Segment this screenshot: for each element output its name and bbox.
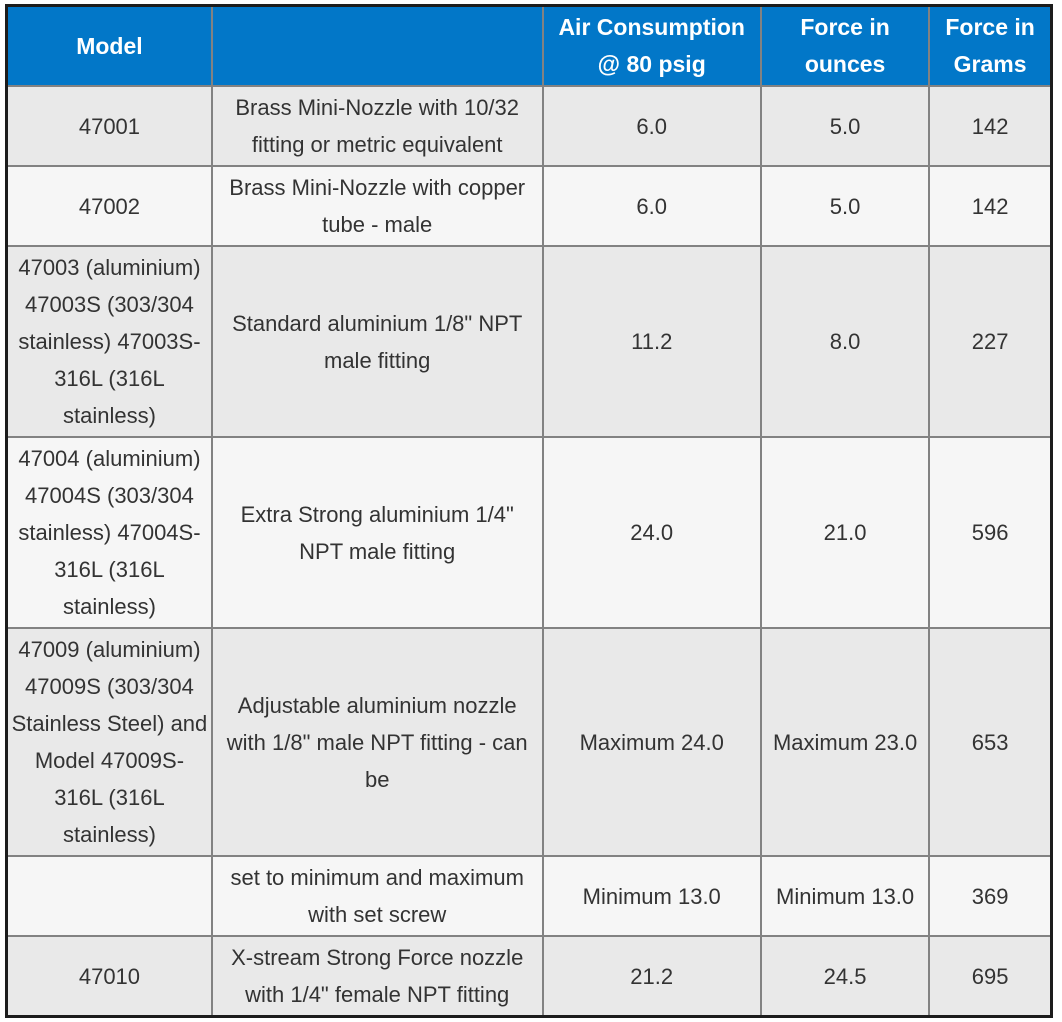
air-consumption-cell: 11.2 [541, 245, 762, 438]
column-header-model: Model [5, 4, 213, 87]
force-grams-cell: 653 [928, 627, 1053, 857]
nozzle-specs-table: Model Air Consumption @ 80 psig Force in… [5, 4, 1053, 1018]
column-header-force-grams: Force in Grams [928, 4, 1053, 87]
force-ounces-cell: Minimum 13.0 [759, 855, 931, 937]
table-row: 47002 Brass Mini-Nozzle with copper tube… [5, 165, 1053, 247]
table-row: 47001 Brass Mini-Nozzle with 10/32 fitti… [5, 85, 1053, 167]
force-ounces-cell: 5.0 [759, 165, 931, 247]
description-cell: X-stream Strong Force nozzle with 1/4" f… [210, 935, 544, 1018]
description-cell: set to minimum and maximum with set scre… [210, 855, 544, 937]
column-header-description [210, 4, 544, 87]
table-row: set to minimum and maximum with set scre… [5, 855, 1053, 937]
air-consumption-cell: 6.0 [541, 85, 762, 167]
air-consumption-cell: 6.0 [541, 165, 762, 247]
model-cell: 47003 (aluminium) 47003S (303/304 stainl… [5, 245, 213, 438]
force-grams-cell: 369 [928, 855, 1053, 937]
air-consumption-cell: Maximum 24.0 [541, 627, 762, 857]
force-ounces-cell: 8.0 [759, 245, 931, 438]
force-ounces-cell: 5.0 [759, 85, 931, 167]
model-cell: 47002 [5, 165, 213, 247]
force-grams-cell: 142 [928, 165, 1053, 247]
table-row: 47010 X-stream Strong Force nozzle with … [5, 935, 1053, 1018]
description-cell: Adjustable aluminium nozzle with 1/8" ma… [210, 627, 544, 857]
force-grams-cell: 596 [928, 436, 1053, 629]
air-consumption-cell: Minimum 13.0 [541, 855, 762, 937]
description-cell: Standard aluminium 1/8" NPT male fitting [210, 245, 544, 438]
force-ounces-cell: 24.5 [759, 935, 931, 1018]
model-cell: 47010 [5, 935, 213, 1018]
model-cell: 47009 (aluminium) 47009S (303/304 Stainl… [5, 627, 213, 857]
force-grams-cell: 227 [928, 245, 1053, 438]
force-grams-cell: 142 [928, 85, 1053, 167]
model-cell [5, 855, 213, 937]
header-row: Model Air Consumption @ 80 psig Force in… [5, 4, 1053, 87]
column-header-force-ounces: Force in ounces [759, 4, 931, 87]
table-row: 47009 (aluminium) 47009S (303/304 Stainl… [5, 627, 1053, 857]
description-cell: Brass Mini-Nozzle with 10/32 fitting or … [210, 85, 544, 167]
table-header: Model Air Consumption @ 80 psig Force in… [5, 4, 1053, 87]
column-header-air-consumption: Air Consumption @ 80 psig [541, 4, 762, 87]
table-row: 47004 (aluminium) 47004S (303/304 stainl… [5, 436, 1053, 629]
description-cell: Extra Strong aluminium 1/4" NPT male fit… [210, 436, 544, 629]
force-ounces-cell: 21.0 [759, 436, 931, 629]
table-row: 47003 (aluminium) 47003S (303/304 stainl… [5, 245, 1053, 438]
force-ounces-cell: Maximum 23.0 [759, 627, 931, 857]
air-consumption-cell: 21.2 [541, 935, 762, 1018]
air-consumption-cell: 24.0 [541, 436, 762, 629]
model-cell: 47001 [5, 85, 213, 167]
model-cell: 47004 (aluminium) 47004S (303/304 stainl… [5, 436, 213, 629]
description-cell: Brass Mini-Nozzle with copper tube - mal… [210, 165, 544, 247]
force-grams-cell: 695 [928, 935, 1053, 1018]
table-body: 47001 Brass Mini-Nozzle with 10/32 fitti… [5, 85, 1053, 1018]
